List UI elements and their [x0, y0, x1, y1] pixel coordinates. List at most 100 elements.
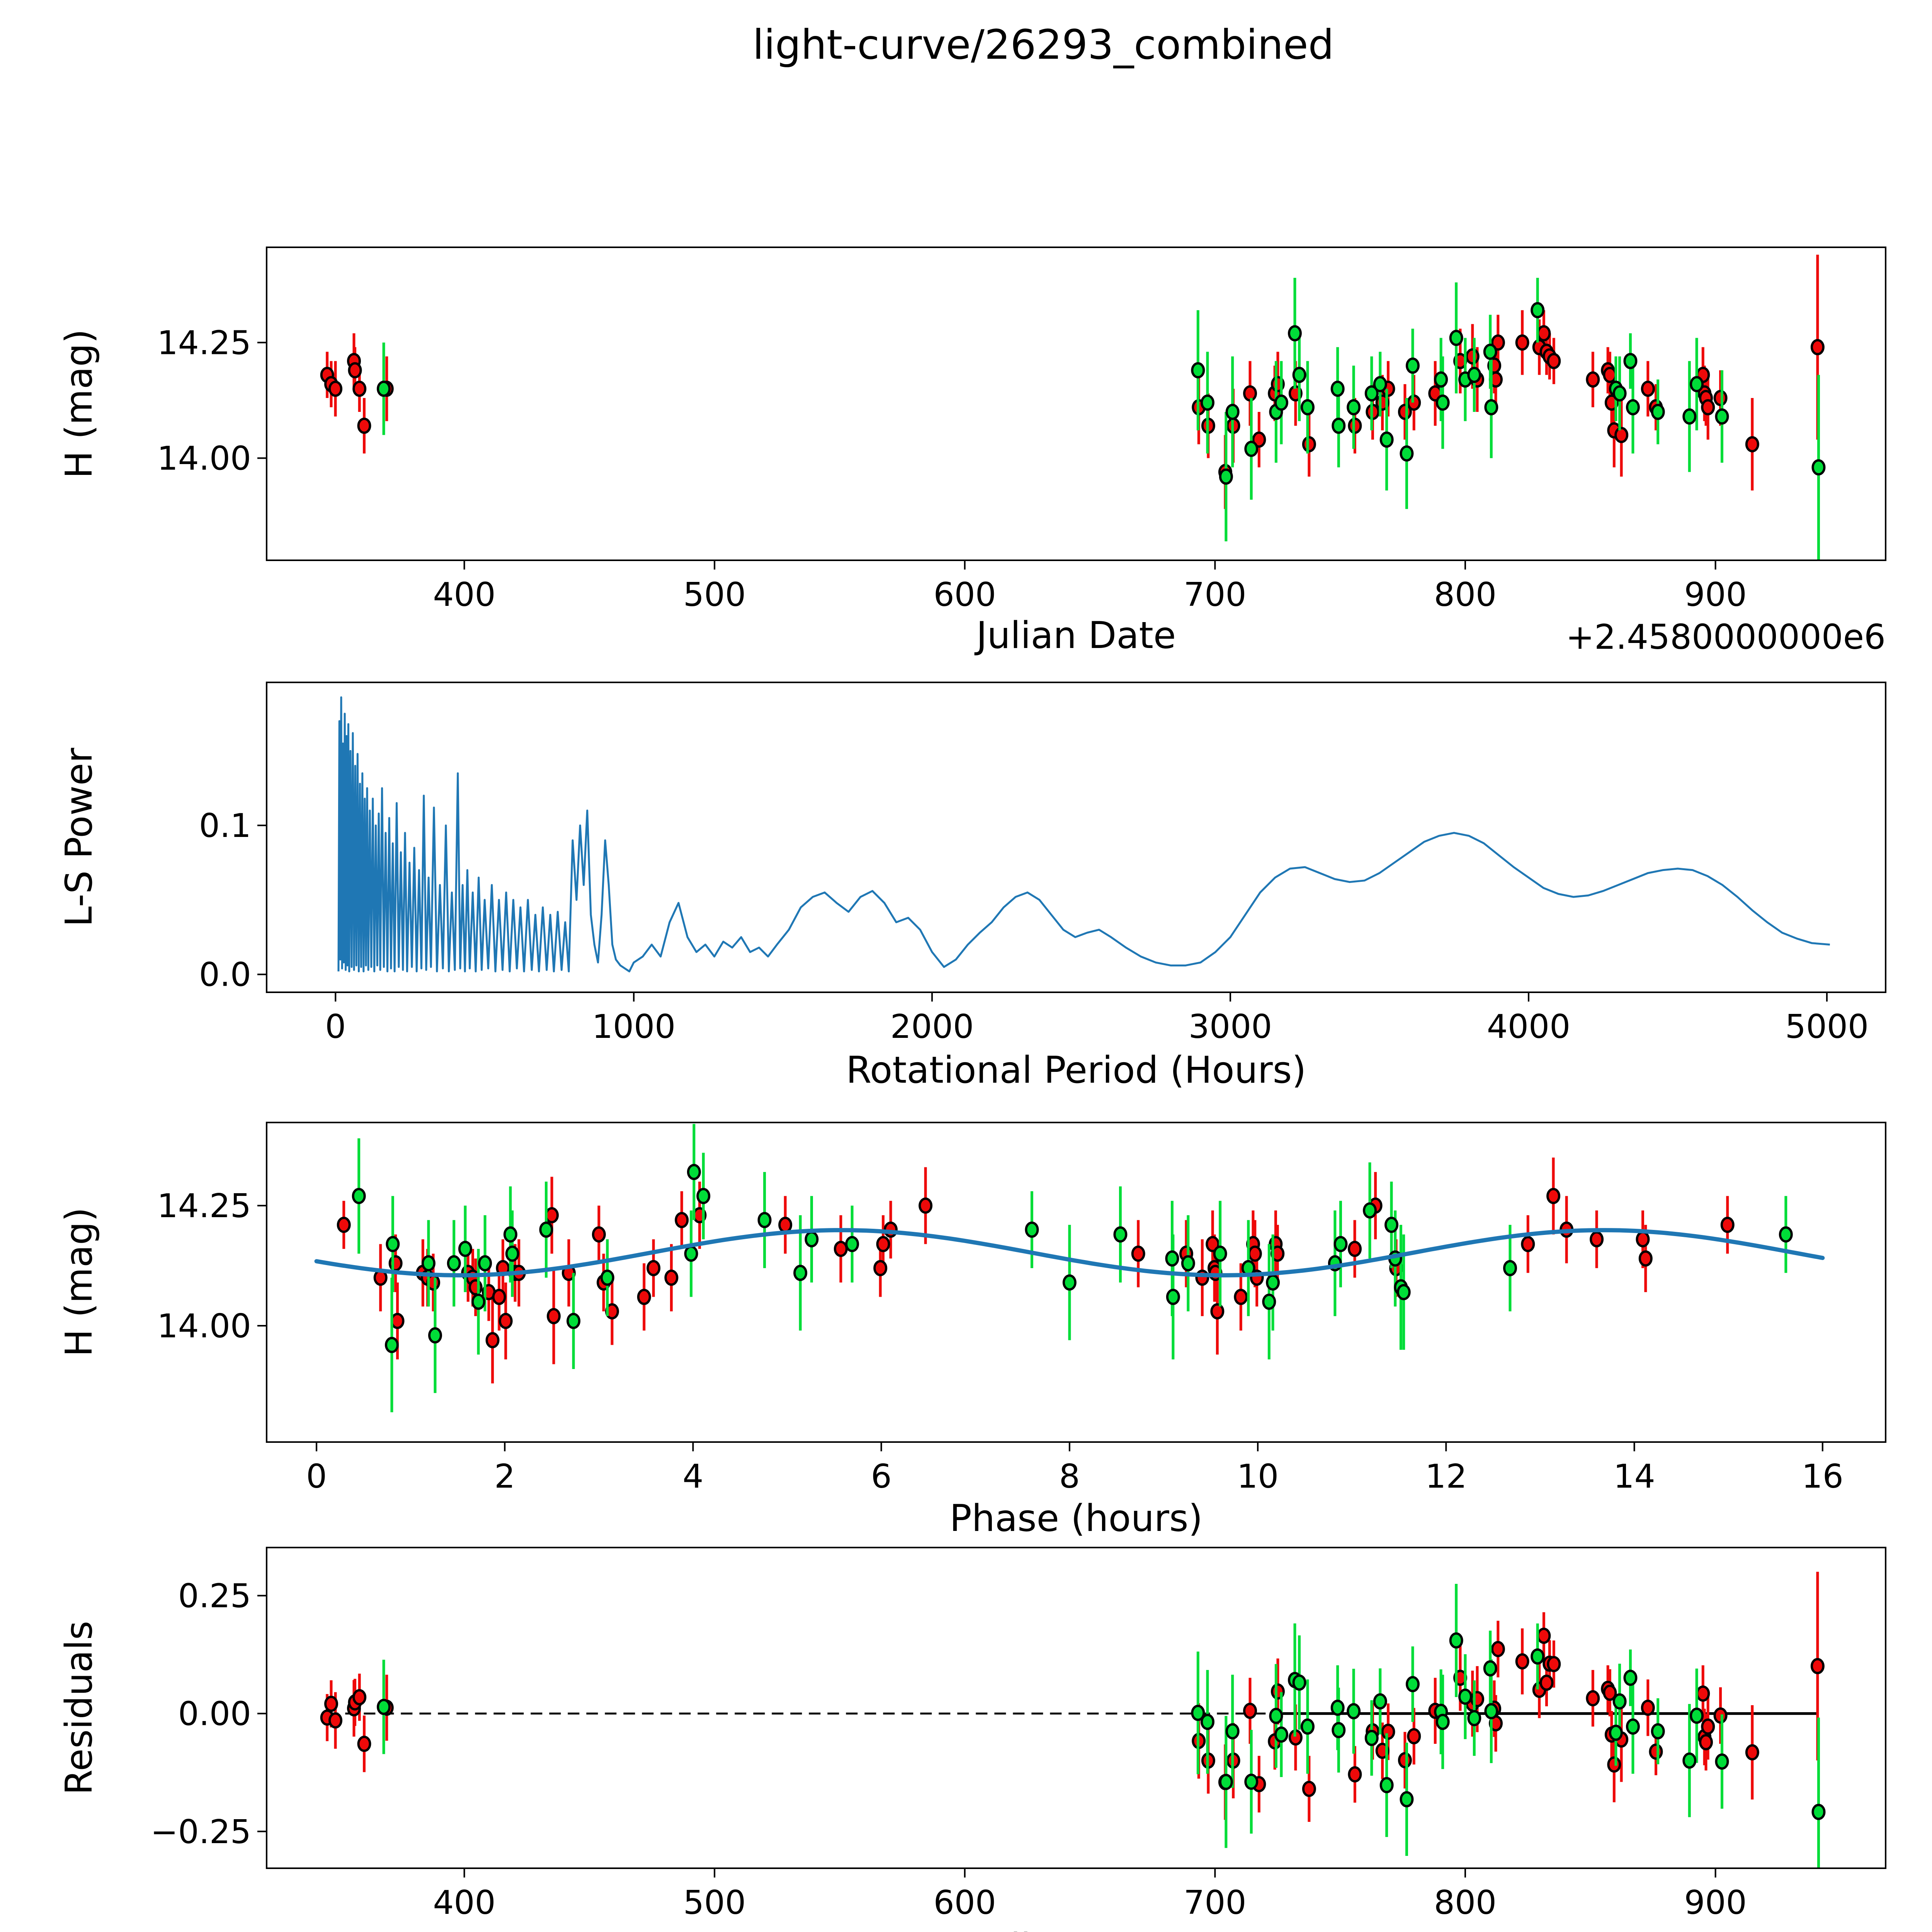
sine-fit-curve [314, 1228, 1825, 1278]
y-tick-label: 0.00 [178, 1695, 251, 1733]
data-point-red-filter [1515, 334, 1529, 351]
data-point-green-filter [1811, 459, 1826, 476]
data-point-green-filter [1449, 330, 1463, 346]
x-tick-label: 16 [1802, 1458, 1844, 1496]
ylabel-h-mag-phase: H (mag) [58, 1207, 100, 1357]
data-point-green-filter [1715, 408, 1729, 425]
data-point-green-filter [1113, 1226, 1128, 1243]
data-point-green-filter [422, 1255, 435, 1272]
data-point-green-filter [1400, 1791, 1414, 1808]
data-point-red-filter [1206, 1236, 1220, 1252]
data-point-red-filter [1696, 1685, 1710, 1702]
data-point-green-filter [1690, 376, 1704, 393]
data-point-red-filter [1243, 1702, 1257, 1719]
ylabel-residuals: Residuals [58, 1621, 100, 1795]
data-point-green-filter [1181, 1255, 1195, 1272]
data-point-red-filter [1713, 390, 1728, 406]
data-point-green-filter [1483, 1660, 1497, 1677]
data-point-green-filter [1435, 395, 1450, 411]
data-point-red-filter [1302, 1781, 1316, 1797]
x-tick-label: 4 [682, 1458, 703, 1496]
data-point-red-filter [1638, 1250, 1653, 1267]
phase-data [314, 1124, 1825, 1412]
x-tick-label: 12 [1425, 1458, 1467, 1496]
data-point-red-filter [1515, 1653, 1529, 1670]
data-point-red-filter [352, 1689, 367, 1706]
data-point-green-filter [1200, 395, 1214, 411]
data-point-red-filter [492, 1289, 506, 1305]
data-point-green-filter [1484, 1703, 1498, 1719]
data-point-red-filter [1398, 1752, 1412, 1769]
data-point-green-filter [1225, 1723, 1240, 1740]
data-point-red-filter [1302, 436, 1316, 452]
data-point-red-filter [1701, 399, 1715, 415]
x-tick-label: 3000 [1189, 1008, 1272, 1046]
x-tick-label: 600 [934, 576, 996, 614]
data-point-red-filter [545, 1207, 559, 1224]
data-point-red-filter [1537, 325, 1551, 342]
data-point-red-filter [1607, 1756, 1621, 1773]
data-point-red-filter [778, 1216, 793, 1233]
x-tick-label: 500 [683, 576, 746, 614]
data-point-green-filter [566, 1313, 581, 1329]
x-tick-label: 8 [1059, 1458, 1080, 1496]
x-tick-label: 5000 [1785, 1008, 1869, 1046]
data-point-red-filter [1586, 1690, 1600, 1707]
data-point-red-filter [498, 1313, 513, 1329]
data-point-green-filter [377, 381, 391, 397]
ylabel-h-mag-top: H (mag) [58, 329, 100, 479]
data-point-green-filter [1062, 1274, 1077, 1291]
y-tick-label: 0.0 [199, 956, 251, 994]
data-point-green-filter [1364, 1730, 1379, 1746]
data-point-green-filter [1467, 367, 1481, 383]
data-point-red-filter [1810, 339, 1825, 355]
data-point-green-filter [1025, 1221, 1039, 1238]
data-point-green-filter [1244, 440, 1259, 457]
data-point-red-filter [1641, 381, 1655, 397]
data-point-green-filter [1626, 399, 1640, 415]
data-point-green-filter [1379, 431, 1394, 448]
x-tick-label: 0 [325, 1008, 346, 1046]
data-point-green-filter [1503, 1260, 1517, 1276]
data-point-green-filter [1347, 1703, 1361, 1719]
data-point-red-filter [1547, 353, 1561, 369]
periodogram-line [337, 696, 1830, 973]
data-point-red-filter [1234, 1289, 1248, 1305]
data-point-red-filter [1701, 1718, 1715, 1735]
y-tick-label: 0.25 [178, 1577, 251, 1616]
data-point-green-filter [471, 1293, 486, 1310]
data-point-red-filter [1590, 1231, 1604, 1248]
x-tick-label: 900 [1684, 576, 1747, 614]
lightcurve-data [320, 255, 1826, 560]
data-point-red-filter [1381, 1723, 1395, 1740]
data-point-red-filter [1348, 1241, 1362, 1257]
data-point-green-filter [1191, 362, 1205, 379]
data-point-red-filter [1720, 1216, 1735, 1233]
data-point-green-filter [1301, 1718, 1315, 1735]
data-point-green-filter [687, 1164, 701, 1180]
data-point-red-filter [1547, 1656, 1561, 1672]
data-point-red-filter [1699, 1734, 1713, 1750]
data-point-red-filter [1375, 1743, 1389, 1759]
data-point-green-filter [1467, 1710, 1481, 1726]
data-point-red-filter [1604, 395, 1619, 411]
data-point-red-filter [337, 1216, 351, 1233]
x-tick-label: 2 [494, 1458, 515, 1496]
axes-frame [266, 247, 1886, 561]
data-point-green-filter [1715, 1753, 1729, 1770]
y-tick-label: 14.25 [157, 324, 251, 362]
data-point-red-filter [637, 1289, 651, 1305]
data-point-green-filter [1330, 1699, 1345, 1716]
data-point-green-filter [1379, 1777, 1394, 1793]
data-point-green-filter [1274, 395, 1289, 411]
data-point-red-filter [833, 1241, 848, 1257]
data-point-red-filter [1745, 1744, 1759, 1761]
x-tick-label: 1000 [592, 1008, 675, 1046]
data-point-green-filter [1213, 1245, 1227, 1262]
data-point-green-filter [804, 1231, 819, 1248]
data-point-red-filter [328, 1712, 343, 1729]
data-point-green-filter [1219, 468, 1233, 485]
data-point-green-filter [1165, 1250, 1179, 1267]
x-tick-label: 400 [433, 1884, 495, 1922]
